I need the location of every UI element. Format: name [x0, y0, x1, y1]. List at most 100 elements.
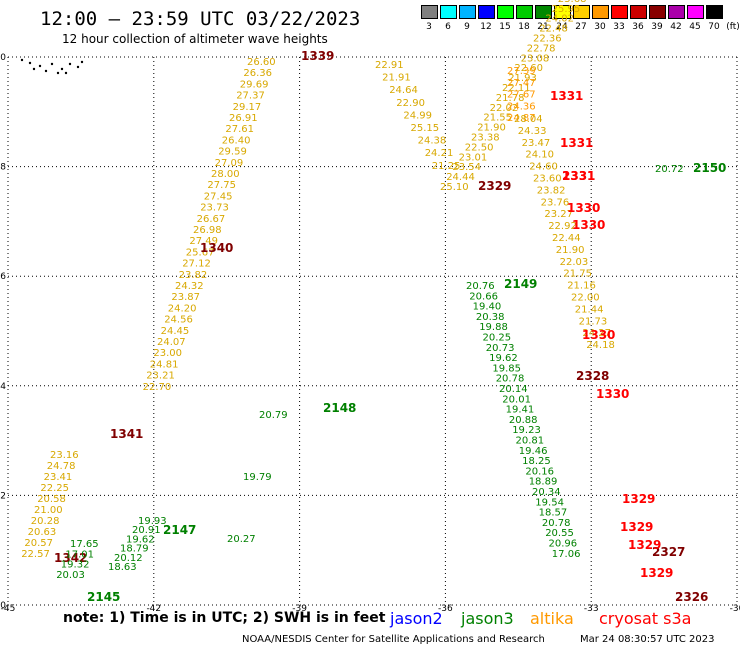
swh-label: 21.75 [563, 269, 592, 280]
swh-label: 27.47 [507, 78, 536, 89]
swh-label: 24.36 [507, 101, 536, 112]
swh-label: 20.12 [114, 553, 143, 564]
swh-label: 26.36 [243, 68, 272, 79]
scale-label: 9 [464, 22, 470, 32]
map-subtitle: 12 hour collection of altimeter wave hei… [62, 32, 328, 46]
scale-label: 42 [670, 22, 682, 32]
swh-label: 20.14 [499, 384, 528, 395]
pass-number: 1329 [622, 492, 655, 506]
swh-label: 20.03 [56, 570, 85, 581]
scale-swatch [611, 5, 628, 19]
swh-label: 19.85 [492, 363, 521, 374]
swh-label: 26.67 [197, 214, 226, 225]
swh-label: 20.76 [466, 281, 495, 292]
timestamp: Mar 24 08:30:57 UTC 2023 [580, 634, 715, 645]
pass-number: 1330 [572, 218, 605, 232]
swh-label: 19.46 [519, 446, 548, 457]
swh-label: 26.40 [222, 135, 251, 146]
pass-number: 2329 [478, 179, 511, 193]
swh-label: 21.55 [483, 113, 512, 124]
swh-label: 24.44 [446, 172, 475, 183]
swh-label: 19.62 [489, 353, 518, 364]
swh-label: 24.10 [525, 150, 554, 161]
scale-label: 33 [613, 22, 625, 32]
swh-label: 20.91 [132, 525, 161, 536]
swh-label: 22.60 [514, 63, 543, 74]
swh-label: 25.10 [440, 182, 469, 193]
swh-label: 22.50 [465, 142, 494, 153]
scale-swatch [687, 5, 704, 19]
swh-label: 22.91 [375, 60, 404, 71]
swh-label: 23.21 [146, 371, 175, 382]
pass-number: 2326 [675, 590, 708, 604]
lat-tick-label: 58 [0, 163, 6, 173]
scale-swatch [497, 5, 514, 19]
pass-number: 2149 [504, 277, 537, 291]
swh-label: 24.45 [161, 326, 190, 337]
swh-label: 20.55 [545, 528, 574, 539]
swh-label: 24.07 [157, 337, 186, 348]
swh-label: 24.02 [545, 14, 574, 25]
scale-label: 70 [708, 22, 720, 32]
swh-label: 27.45 [204, 191, 233, 202]
footnote: note: 1) Time is in UTC; 2) SWH is in fe… [63, 610, 386, 626]
swh-label: 20.78 [496, 374, 525, 385]
swh-label: 18.89 [529, 477, 558, 488]
swh-label: 22.00 [571, 293, 600, 304]
pass-number: 2148 [323, 401, 356, 415]
swh-label: 22.03 [560, 257, 589, 268]
swh-label: 24.56 [164, 315, 193, 326]
scale-label: 15 [499, 22, 511, 32]
map-title: 12:00 – 23:59 UTC 03/22/2023 [40, 8, 361, 30]
swh-label: 23.16 [50, 450, 79, 461]
swh-label: 28.00 [211, 169, 240, 180]
swh-label: 18.57 [539, 508, 568, 519]
pass-number: 1331 [562, 169, 595, 183]
swh-label: 22.44 [552, 233, 581, 244]
swh-label: 20.63 [28, 527, 57, 538]
pass-number: 1341 [110, 427, 143, 441]
scale-swatch [706, 5, 723, 19]
swh-label: 23.38 [471, 133, 500, 144]
swh-label: 29.17 [233, 102, 262, 113]
lat-lon-grid [7, 56, 738, 606]
swh-labels: 26.6026.3629.6927.3729.1726.9127.6126.40… [21, 0, 726, 604]
axis-ticks: -45 -42 -39 -36 -33 -30 60 58 56 54 52 50 [0, 53, 740, 614]
swh-label: 23.01 [459, 152, 488, 163]
swh-label: 26.91 [229, 113, 258, 124]
lat-tick-label: 54 [0, 382, 6, 392]
scale-label: 6 [445, 22, 451, 32]
swh-label: 24.64 [389, 85, 418, 96]
pass-number: 1339 [301, 49, 334, 63]
swh-label: 23.82 [537, 185, 566, 196]
pass-number: 2331 [562, 169, 595, 183]
swh-label: 19.54 [535, 497, 564, 508]
swh-label: 20.73 [486, 343, 515, 354]
swh-label: 23.08 [521, 53, 550, 64]
swh-label: 21.00 [34, 505, 63, 516]
pass-number: 1342 [54, 551, 87, 565]
lon-tick-label: -45 [1, 604, 16, 614]
swh-label: 27.09 [215, 158, 244, 169]
swh-label: 25.15 [411, 123, 440, 134]
swh-label: 21.93 [508, 73, 537, 84]
pass-number: 2328 [576, 369, 609, 383]
swh-label: 19.32 [61, 560, 90, 571]
lon-tick-label: -36 [438, 604, 453, 614]
swh-label: 23.73 [200, 203, 229, 214]
swh-label: 24.21 [425, 148, 454, 159]
swh-label: 20.28 [31, 516, 60, 527]
pass-number: 1330 [567, 201, 600, 215]
swh-label: 22.57 [21, 549, 50, 560]
swh-label: 22.70 [143, 382, 172, 393]
scale-label: 45 [689, 22, 701, 32]
swh-label: 28.04 [514, 114, 543, 125]
scale-label: 39 [651, 22, 663, 32]
swh-label: 22.48 [539, 24, 568, 35]
swh-label: 22.36 [533, 34, 562, 45]
swh-label: 24.20 [168, 303, 197, 314]
swh-label: 21.25 [432, 161, 461, 172]
swh-label: 21.16 [567, 281, 596, 292]
swh-label: 24.99 [403, 110, 432, 121]
scale-label: 30 [594, 22, 606, 32]
